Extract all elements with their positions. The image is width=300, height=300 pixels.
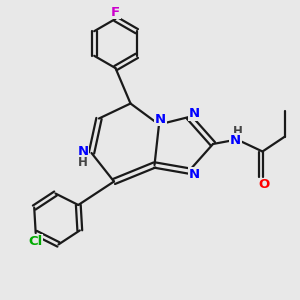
Text: N: N bbox=[189, 107, 200, 120]
Text: N: N bbox=[189, 167, 200, 181]
Text: H: H bbox=[78, 156, 88, 169]
Text: Cl: Cl bbox=[28, 235, 43, 248]
Text: N: N bbox=[77, 145, 89, 158]
Text: F: F bbox=[111, 6, 120, 19]
Text: N: N bbox=[230, 134, 241, 147]
Text: H: H bbox=[233, 124, 242, 138]
Text: O: O bbox=[258, 178, 270, 191]
Text: N: N bbox=[155, 112, 166, 126]
